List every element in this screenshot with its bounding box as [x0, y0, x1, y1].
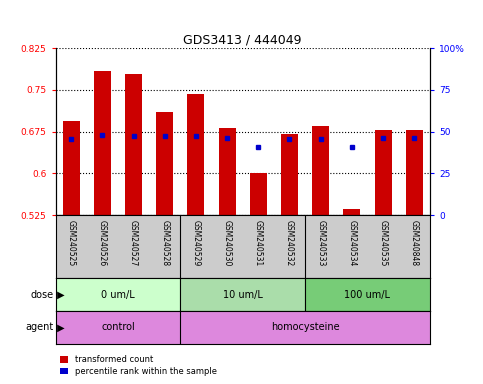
- Text: ▶: ▶: [54, 290, 64, 300]
- Title: GDS3413 / 444049: GDS3413 / 444049: [184, 34, 302, 47]
- Bar: [250, 173, 267, 215]
- Bar: [56, 311, 180, 344]
- Text: GSM240529: GSM240529: [191, 220, 200, 266]
- Text: 100 um/L: 100 um/L: [344, 290, 390, 300]
- Text: control: control: [101, 322, 135, 333]
- Text: GSM240532: GSM240532: [285, 220, 294, 266]
- Bar: [305, 278, 430, 311]
- Text: GSM240848: GSM240848: [410, 220, 419, 266]
- Text: GSM240526: GSM240526: [98, 220, 107, 266]
- Text: GSM240531: GSM240531: [254, 220, 263, 266]
- Text: GSM240530: GSM240530: [223, 220, 232, 266]
- Bar: [180, 278, 305, 311]
- Text: dose: dose: [30, 290, 53, 300]
- Bar: [156, 112, 173, 215]
- Text: 0 um/L: 0 um/L: [101, 290, 135, 300]
- Text: ▶: ▶: [54, 322, 64, 333]
- Text: GSM240534: GSM240534: [347, 220, 356, 266]
- Bar: [218, 127, 236, 215]
- Text: agent: agent: [25, 322, 53, 333]
- Text: GSM240533: GSM240533: [316, 220, 325, 266]
- Bar: [56, 278, 180, 311]
- Bar: [187, 94, 204, 215]
- Text: 10 um/L: 10 um/L: [223, 290, 263, 300]
- Bar: [312, 126, 329, 215]
- Text: GSM240525: GSM240525: [67, 220, 76, 266]
- Bar: [343, 209, 360, 215]
- Bar: [406, 130, 423, 215]
- Text: homocysteine: homocysteine: [271, 322, 340, 333]
- Text: GSM240527: GSM240527: [129, 220, 138, 266]
- Bar: [281, 134, 298, 215]
- Legend: transformed count, percentile rank within the sample: transformed count, percentile rank withi…: [60, 356, 217, 376]
- Bar: [125, 74, 142, 215]
- Text: GSM240535: GSM240535: [379, 220, 387, 266]
- Bar: [63, 121, 80, 215]
- Bar: [180, 311, 430, 344]
- Bar: [374, 130, 392, 215]
- Bar: [94, 71, 111, 215]
- Text: GSM240528: GSM240528: [160, 220, 169, 266]
